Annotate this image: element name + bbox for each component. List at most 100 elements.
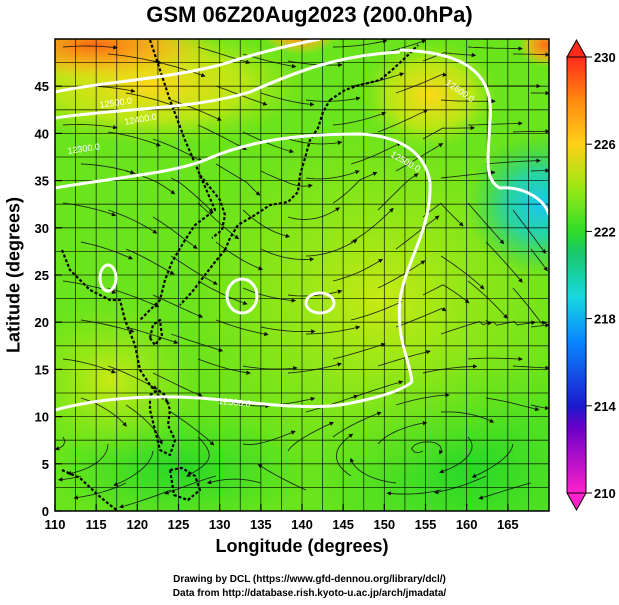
streamline <box>62 45 118 50</box>
colorbar: 210 214 218 222 226 230 <box>566 38 616 512</box>
streamline <box>422 125 476 140</box>
x-tick-label: 120 <box>126 517 148 532</box>
streamline <box>471 443 514 478</box>
streamline <box>125 170 176 195</box>
streamline <box>305 96 361 102</box>
streamline <box>332 39 388 48</box>
streamline <box>287 138 343 145</box>
colorbar-tick-label: 218 <box>594 312 616 327</box>
colorbar-tick-label: 222 <box>594 224 616 239</box>
y-tick-label: 20 <box>35 315 49 330</box>
streamline <box>197 124 247 150</box>
streamline <box>512 129 549 134</box>
streamline <box>287 207 341 220</box>
contour-label: 12300.0 <box>67 142 101 156</box>
x-tick-label: 115 <box>86 517 107 532</box>
streamline <box>125 326 179 345</box>
x-axis-ticks: 110 115 120 125 130 135 140 145 150 155 160 165 <box>45 504 519 532</box>
streamline <box>410 441 444 455</box>
streamline <box>287 421 335 452</box>
coastline-korea <box>199 174 227 239</box>
streamline <box>215 163 261 196</box>
streamline <box>439 436 473 474</box>
coastline-mindanao <box>168 466 202 502</box>
contour-label: 12500.0 <box>99 96 133 110</box>
streamline <box>260 92 315 107</box>
streamline <box>377 349 431 367</box>
streamline <box>332 171 378 204</box>
streamline <box>433 475 487 495</box>
streamline <box>332 411 382 438</box>
colorbar-min-extension <box>566 492 587 512</box>
colorbar-tick-label: 214 <box>594 399 616 414</box>
streamline <box>186 436 210 477</box>
x-axis-label: Longitude (degrees) <box>215 536 389 556</box>
streamline <box>113 450 154 486</box>
height-contours <box>55 39 549 412</box>
y-tick-label: 5 <box>42 457 49 472</box>
streamline <box>467 121 523 126</box>
x-tick-label: 150 <box>373 517 395 532</box>
streamline <box>350 457 397 484</box>
colorbar-max-extension <box>566 38 587 58</box>
streamline <box>350 142 402 165</box>
contour-west <box>55 132 432 383</box>
streamline <box>66 443 109 476</box>
streamline <box>152 216 198 249</box>
streamline <box>80 241 134 260</box>
streamline <box>152 372 203 397</box>
y-tick-label: 35 <box>35 174 49 189</box>
contour-label: 12500.0 <box>218 396 251 409</box>
streamline <box>377 109 429 133</box>
x-tick-label: 110 <box>45 517 66 532</box>
streamline <box>350 380 404 399</box>
streamline <box>197 358 251 375</box>
colorbar-tick-label: 210 <box>594 486 616 501</box>
streamline <box>440 255 485 290</box>
streamline <box>512 287 547 326</box>
streamline <box>215 319 269 337</box>
streamline <box>287 289 343 297</box>
streamline <box>512 52 549 57</box>
y-tick-label: 15 <box>35 362 49 377</box>
streamline <box>206 478 262 485</box>
y-tick-label: 0 <box>42 504 49 519</box>
streamline <box>55 436 66 451</box>
streamline <box>422 364 478 374</box>
x-tick-label: 165 <box>497 517 519 532</box>
streamline <box>260 326 316 334</box>
streamline <box>242 430 296 445</box>
coastline-sakhalin-kuril <box>329 44 419 101</box>
streamline <box>242 131 294 154</box>
streamline <box>530 323 549 328</box>
contour-south <box>55 380 413 412</box>
colorbar-scale <box>566 56 587 494</box>
streamline <box>62 124 118 130</box>
streamline <box>478 482 532 500</box>
x-tick-label: 145 <box>332 517 354 532</box>
contour-high-3 <box>304 291 336 315</box>
streamline <box>395 306 447 328</box>
streamline <box>242 365 298 371</box>
contour-east <box>399 48 549 216</box>
streamline <box>512 209 546 254</box>
y-tick-label: 40 <box>35 126 49 141</box>
streamline <box>467 46 523 51</box>
streamline <box>125 92 179 109</box>
y-tick-label: 45 <box>35 79 49 94</box>
streamline <box>335 433 354 477</box>
streamline <box>485 397 540 412</box>
streamline <box>170 333 224 353</box>
streamline <box>467 356 523 362</box>
x-tick-label: 130 <box>209 517 231 532</box>
y-axis-label: Latitude (degrees) <box>3 196 24 354</box>
coastline-taiwan <box>148 318 164 347</box>
y-axis-ticks: 0 5 10 15 20 25 30 35 40 45 <box>35 79 62 519</box>
streamline <box>197 202 240 240</box>
streamline <box>386 489 442 496</box>
streamline <box>73 482 127 500</box>
x-tick-label: 140 <box>291 517 313 532</box>
streamline <box>242 209 291 239</box>
contour-top-band <box>55 39 321 94</box>
